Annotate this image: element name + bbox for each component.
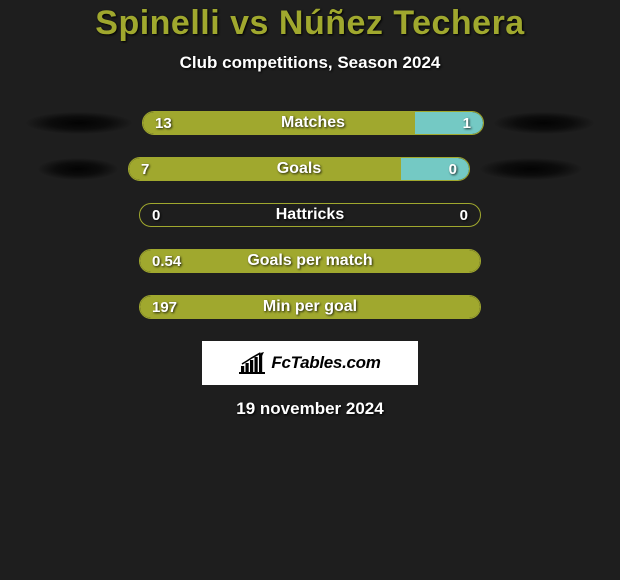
bar-fill-right xyxy=(401,158,469,180)
stat-bar: 131Matches xyxy=(142,111,484,135)
date-label: 19 november 2024 xyxy=(0,399,620,419)
stat-bar: 70Goals xyxy=(128,157,470,181)
stat-bar: 197Min per goal xyxy=(139,295,481,319)
page-subtitle: Club competitions, Season 2024 xyxy=(0,53,620,73)
player-shadow-right xyxy=(480,158,582,180)
stat-value-left: 13 xyxy=(155,112,172,134)
bar-fill-left xyxy=(143,112,415,134)
branding-box: FcTables.com xyxy=(202,341,418,385)
stat-value-left: 0.54 xyxy=(152,250,181,272)
stat-value-left: 197 xyxy=(152,296,177,318)
bar-fill-right xyxy=(415,112,483,134)
player-shadow-left xyxy=(26,112,132,134)
stat-label: Hattricks xyxy=(140,204,480,226)
stat-value-right: 0 xyxy=(460,204,468,226)
stat-value-right: 0 xyxy=(449,158,457,180)
stat-bar: 0 0Hattricks xyxy=(139,203,481,227)
stat-row: 70Goals xyxy=(0,157,620,181)
stat-value-left: 0 xyxy=(152,204,160,226)
comparison-infographic: Spinelli vs Núñez Techera Club competiti… xyxy=(0,0,620,419)
stat-row: 197Min per goal xyxy=(0,295,620,319)
stat-row: 131Matches xyxy=(0,111,620,135)
stat-value-right: 1 xyxy=(463,112,471,134)
chart-icon xyxy=(239,352,265,374)
page-title: Spinelli vs Núñez Techera xyxy=(0,4,620,43)
stat-value-left: 7 xyxy=(141,158,149,180)
player-shadow-left xyxy=(38,158,118,180)
branding-label: FcTables.com xyxy=(271,353,380,373)
bar-fill-left xyxy=(140,296,480,318)
stat-row: 0.54Goals per match xyxy=(0,249,620,273)
stat-rows: 131Matches70Goals00Hattricks0.54Goals pe… xyxy=(0,111,620,319)
bar-fill-left xyxy=(129,158,401,180)
bar-fill-left xyxy=(140,250,480,272)
stat-bar: 0.54Goals per match xyxy=(139,249,481,273)
player-shadow-right xyxy=(494,112,594,134)
stat-row: 0 0Hattricks xyxy=(0,203,620,227)
